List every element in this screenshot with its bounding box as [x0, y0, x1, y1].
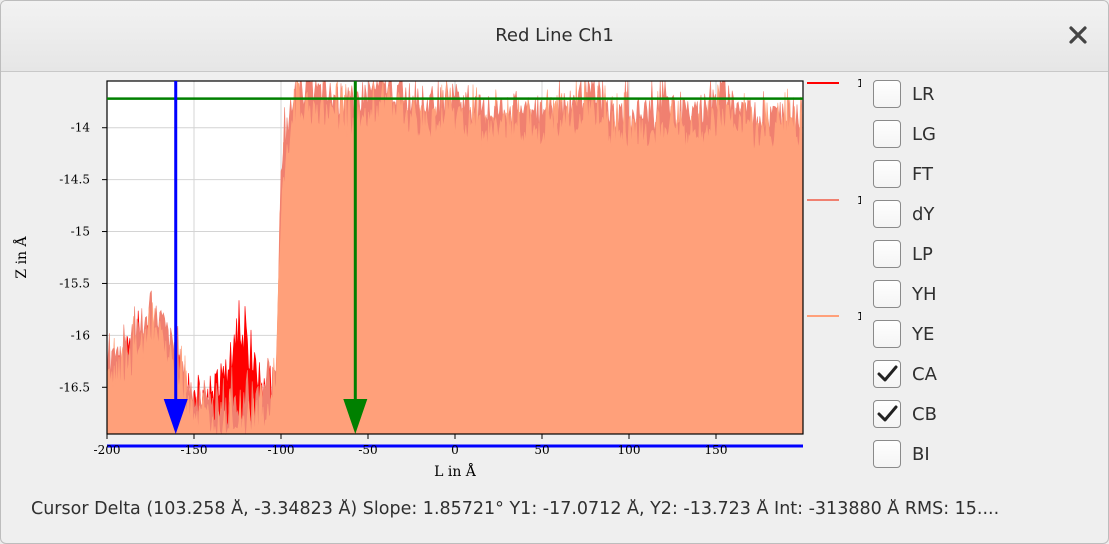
x-tick-label: 100	[618, 443, 641, 457]
legend-label-2: 1	[857, 194, 861, 207]
plot-panel[interactable]: -200 -150 -100 -50 0 50 100 150 -14 -14.5 -15 -15.5…	[1, 73, 864, 483]
checkbox-row-ca[interactable]: CA	[873, 359, 937, 389]
x-tick-label: -50	[358, 443, 377, 457]
x-axis-label: L in Å	[434, 462, 477, 480]
x-tick-label: 50	[534, 443, 549, 457]
checkbox-lr[interactable]	[873, 80, 901, 108]
checkbox-label: LG	[912, 123, 936, 145]
y-axis-label: Z in Å	[12, 235, 30, 278]
checkbox-row-lg[interactable]: LG	[873, 119, 936, 149]
checkbox-ft[interactable]	[873, 160, 901, 188]
cursor-arrow-1	[163, 399, 188, 434]
checkbox-label: LP	[912, 243, 933, 265]
checkbox-ca[interactable]	[873, 360, 901, 388]
close-icon	[1069, 26, 1087, 44]
checkbox-row-bi[interactable]: BI	[873, 439, 930, 469]
window-title: Red Line Ch1	[495, 25, 614, 46]
checkbox-row-lp[interactable]: LP	[873, 239, 933, 269]
checkbox-cb[interactable]	[873, 400, 901, 428]
checkmark-icon	[877, 365, 898, 382]
checkbox-label: BI	[912, 443, 930, 465]
checkbox-label: FT	[912, 163, 934, 185]
checkbox-row-cb[interactable]: CB	[873, 399, 937, 429]
checkbox-ye[interactable]	[873, 320, 901, 348]
status-bar: Cursor Delta (103.258 Å, -3.34823 Å) Slo…	[31, 499, 1000, 519]
close-button[interactable]	[1066, 23, 1090, 47]
checkbox-label: CB	[912, 403, 937, 425]
line-profile-chart[interactable]: -200 -150 -100 -50 0 50 100 150 -14 -14.5 -15 -15.5…	[1, 73, 864, 483]
x-tick-label: -100	[268, 443, 295, 457]
cursor-arrow-2	[343, 399, 368, 434]
checkbox-row-ye[interactable]: YE	[873, 319, 934, 349]
checkbox-row-ft[interactable]: FT	[873, 159, 933, 189]
legend-label-1: 1	[857, 77, 861, 90]
x-tick-label: 0	[451, 443, 459, 457]
title-bar: Red Line Ch1	[1, 1, 1108, 72]
checkbox-row-lr[interactable]: LR	[873, 79, 935, 109]
legend-label-3: 1	[857, 310, 861, 323]
y-tick-label: -15.5	[59, 276, 90, 290]
checkbox-dy[interactable]	[873, 200, 901, 228]
x-tick-label: -200	[94, 443, 121, 457]
checkmark-icon	[877, 405, 898, 422]
y-tick-label: -16.5	[59, 380, 90, 394]
checkbox-row-yh[interactable]: YH	[873, 279, 937, 309]
checkbox-row-dy[interactable]: dY	[873, 199, 934, 229]
checkbox-label: YE	[912, 323, 935, 345]
checkbox-lg[interactable]	[873, 120, 901, 148]
y-tick-label: -14	[71, 121, 91, 135]
checkbox-lp[interactable]	[873, 240, 901, 268]
y-tick-label: -15	[71, 225, 90, 239]
y-tick-label: -16	[71, 328, 90, 342]
checkbox-label: YH	[912, 283, 937, 305]
checkbox-label: LR	[912, 83, 935, 105]
checkbox-yh[interactable]	[873, 280, 901, 308]
x-tick-label: 150	[705, 443, 728, 457]
x-tick-label: -150	[181, 443, 208, 457]
checkbox-label: dY	[912, 203, 935, 225]
checkbox-bi[interactable]	[873, 440, 901, 468]
y-tick-label: -14.5	[59, 173, 90, 187]
checkbox-label: CA	[912, 363, 937, 385]
